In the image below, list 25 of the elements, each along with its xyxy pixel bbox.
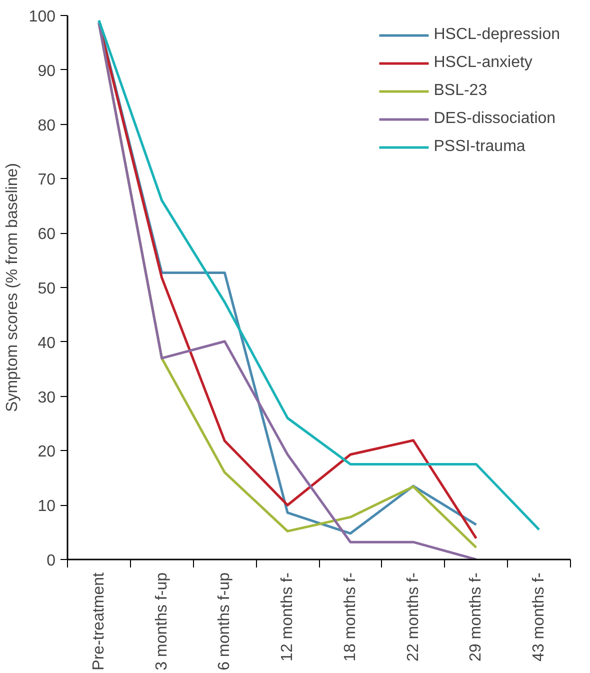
x-tick-label: 12 months f- (279, 572, 296, 662)
y-tick-label: 10 (38, 498, 56, 516)
legend-label: BSL-23 (434, 82, 488, 100)
y-tick-label: 0 (46, 552, 56, 570)
x-tick-label: 18 months f- (342, 572, 359, 662)
y-tick-label: 90 (38, 62, 56, 80)
y-tick-label: 60 (38, 226, 56, 244)
y-axis-title: Symptom scores (% from baseline) (4, 163, 21, 412)
x-tick-label: 22 months f- (404, 572, 422, 662)
legend-label: PSSI-trauma (434, 138, 526, 156)
legend-label: DES-dissociation (434, 110, 556, 128)
y-tick-label: 20 (38, 444, 56, 461)
y-tick-label: 40 (38, 334, 56, 352)
x-tick-label: 3 months f-up (153, 572, 170, 670)
y-tick-label: 50 (38, 280, 56, 298)
y-tick-label: 80 (38, 117, 56, 134)
y-tick-label: 30 (38, 389, 56, 406)
legend-label: HSCL-anxiety (434, 54, 532, 72)
x-tick-label: 43 months f- (530, 572, 548, 662)
legend-label: HSCL-depression (434, 26, 560, 44)
x-tick-label: 6 months f-up (216, 572, 234, 670)
y-tick-label: 70 (38, 172, 56, 189)
x-tick-label: 29 months f- (468, 572, 485, 662)
y-tick-label: 100 (28, 8, 56, 26)
x-tick-label: Pre-treatment (90, 572, 108, 670)
